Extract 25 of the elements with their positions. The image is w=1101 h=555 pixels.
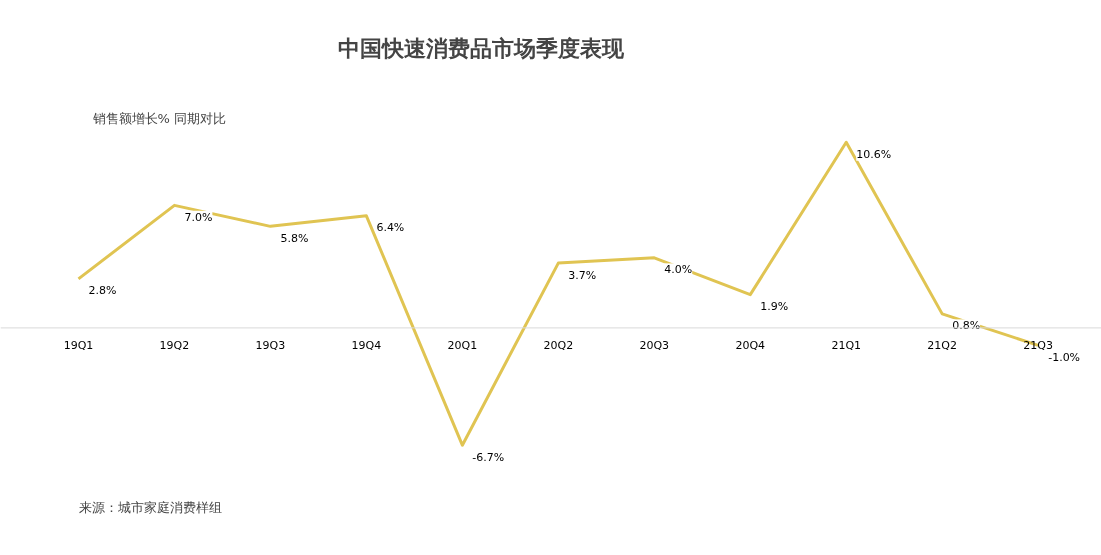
- x-tick-label: 21Q2: [927, 339, 958, 353]
- data-label: -1.0%: [1048, 350, 1081, 364]
- x-tick-label: 20Q1: [447, 339, 478, 353]
- x-tick-label: 19Q3: [255, 339, 286, 353]
- x-tick-label: 20Q2: [543, 339, 574, 353]
- data-label: 5.8%: [280, 231, 309, 245]
- data-label: 7.0%: [184, 210, 213, 224]
- x-tick-label: 19Q4: [351, 339, 382, 353]
- data-label: 10.6%: [856, 147, 892, 161]
- data-label: 4.0%: [664, 263, 693, 277]
- x-tick-label: 19Q1: [63, 339, 94, 353]
- data-label: 2.8%: [88, 284, 117, 298]
- chart-title: 中国快速消费品市场季度表现: [337, 36, 625, 61]
- x-tick-label: 21Q1: [831, 339, 862, 353]
- x-tick-label: 19Q2: [159, 339, 190, 353]
- x-tick-label: 21Q3: [1023, 339, 1053, 353]
- y-axis-title: 销售额增长% 同期对比: [91, 111, 226, 126]
- data-label: 1.9%: [760, 300, 789, 314]
- data-label: 3.7%: [568, 268, 597, 282]
- x-tick-label: 20Q4: [735, 339, 766, 353]
- data-label: -6.7%: [472, 450, 505, 464]
- source-note: 来源：城市家庭消费样组: [78, 500, 222, 515]
- x-tick-label: 20Q3: [639, 339, 670, 353]
- data-label: 0.8%: [952, 319, 981, 333]
- data-label: 6.4%: [376, 221, 405, 235]
